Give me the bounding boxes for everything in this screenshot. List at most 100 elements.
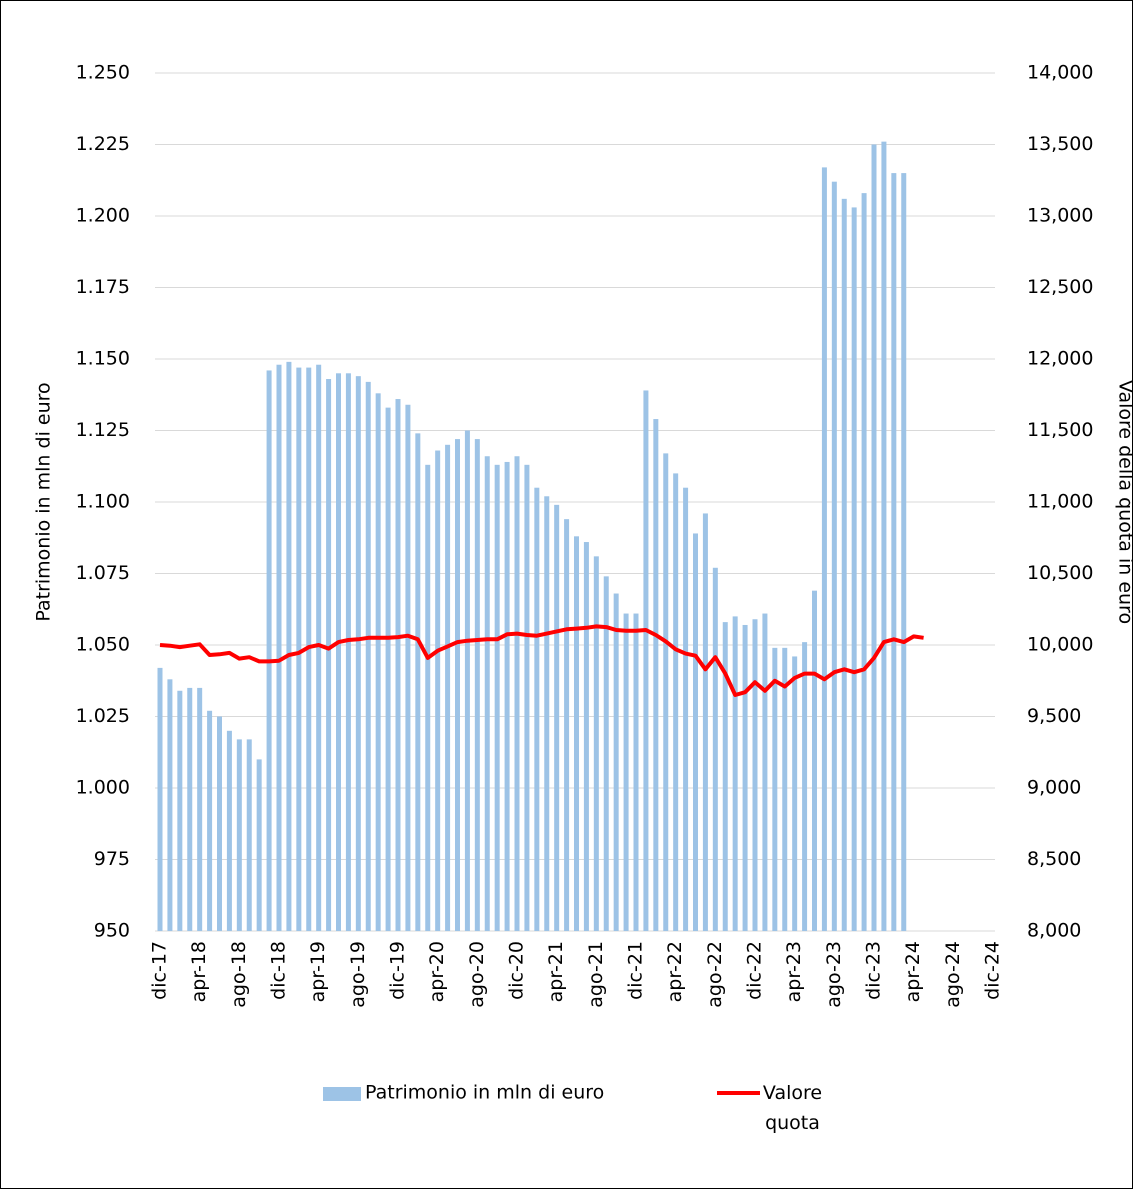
y2-tick-label: 14,000 [1027,62,1093,84]
x-tick-label: ago-19 [347,941,369,1008]
bar [504,461,510,931]
bar [871,144,877,931]
y2-tick-label: 8,000 [1027,920,1081,942]
y-tick-label: 1.175 [76,276,130,298]
bar [623,613,629,931]
bar [693,533,698,931]
bar [484,456,490,931]
x-tick-label: dic-18 [268,941,290,1000]
line [159,624,924,697]
bar [633,613,639,931]
legend-swatch [323,1087,361,1101]
bar [534,487,540,931]
y-tick-label: 1.050 [76,634,130,656]
x-tick-label: ago-21 [585,941,607,1008]
bar [583,542,589,931]
x-tick-label: ago-22 [704,941,726,1008]
bar [643,390,649,932]
bar [564,519,570,931]
bar [901,173,907,932]
bar [772,647,778,931]
x-tick-label: apr-23 [783,941,805,1002]
x-tick-label: ago-23 [823,941,845,1008]
bar [375,393,381,931]
bar [266,370,272,931]
bar [574,536,579,931]
y2-tick-label: 13,500 [1027,133,1093,155]
bar [336,373,341,931]
bar [435,450,441,931]
bar [881,141,887,931]
x-tick-label: apr-24 [902,941,924,1002]
y2-tick-label: 13,000 [1027,205,1093,227]
y-tick-label: 950 [94,920,130,942]
bar [742,624,748,931]
legend-label: Patrimonio in mln di euro [365,1082,604,1104]
bar [445,444,451,931]
y-tick-label: 1.125 [76,419,130,441]
bar [732,616,738,931]
y2-axis-title: Valore della quota in euro [1115,380,1133,624]
x-tick-label: dic-17 [149,941,171,1000]
bar [405,404,411,931]
legend-line-label: Valore quota [762,1082,823,1134]
x-tick-label: apr-18 [188,941,210,1002]
bar [415,433,421,931]
y-tick-label: 1.150 [76,348,130,370]
bar [177,690,183,931]
y-tick-label: 1.200 [76,205,130,227]
bar [464,430,470,931]
bar [554,504,560,931]
bar [673,473,679,931]
x-tick-label: dic-22 [744,941,766,1000]
y2-tick-label: 12,000 [1027,348,1093,370]
bar [702,513,708,931]
bar [722,622,728,931]
bar [395,399,401,931]
y2-tick-label: 12,500 [1027,276,1093,298]
x-tick-label: apr-20 [426,941,448,1002]
y2-tick-label: 10,500 [1027,562,1093,584]
bar [792,656,798,931]
bar [762,613,768,931]
bar [355,376,361,931]
x-tick-label: apr-19 [307,941,329,1002]
bar [167,679,173,931]
bar [544,496,550,931]
bar [217,716,222,931]
bar [316,364,322,932]
x-tick-label: dic-24 [982,941,1004,1000]
bar [385,407,391,931]
y-tick-label: 1.075 [76,562,130,584]
bar [782,647,788,931]
bar [712,567,718,931]
bar [812,590,817,931]
bar [514,456,520,931]
x-tick-label: apr-22 [664,941,686,1002]
bar [246,739,252,931]
bar [455,439,460,931]
bar [524,464,530,931]
bar [286,361,292,931]
y2-tick-label: 11,000 [1027,491,1093,513]
bar [474,439,480,931]
bar [187,687,193,931]
bar [226,730,232,931]
bar [236,739,242,931]
bar [613,593,619,931]
y-tick-label: 1.025 [76,705,130,727]
x-tick-label: ago-18 [228,941,250,1008]
bar [663,453,669,931]
bar [653,419,659,931]
bar [494,464,500,931]
bar [345,373,351,931]
x-tick-label: ago-24 [942,941,964,1008]
y-axis-title: Patrimonio in mln di euro [33,382,55,621]
y2-tick-label: 8,500 [1027,848,1081,870]
bar [851,207,857,932]
x-tick-label: dic-19 [387,941,409,1000]
x-tick-label: dic-20 [506,941,528,1000]
y-tick-label: 1.100 [76,491,130,513]
bar [207,710,213,931]
